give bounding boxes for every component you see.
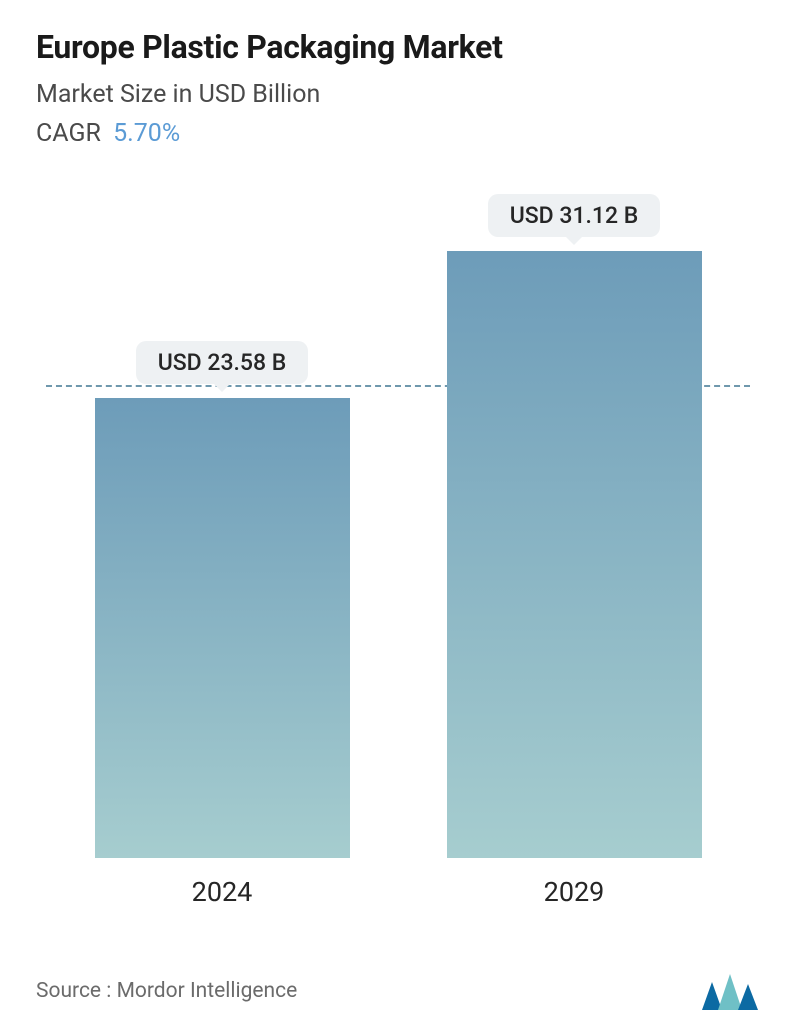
cagr-label: CAGR (36, 119, 101, 148)
cagr-value: 5.70% (113, 119, 180, 148)
chart-subtitle: Market Size in USD Billion (36, 80, 760, 109)
bar-0 (95, 398, 350, 858)
bar-chart: USD 23.58 B USD 31.12 B 2024 2029 (46, 188, 750, 908)
source-text: Source : Mordor Intelligence (36, 979, 297, 1003)
bar-col-0: USD 23.58 B (72, 341, 372, 858)
bar-1 (447, 251, 702, 858)
value-label-1: USD 31.12 B (488, 194, 661, 237)
mordor-logo-icon (700, 970, 760, 1012)
footer: Source : Mordor Intelligence (36, 970, 760, 1012)
bars-container: USD 23.58 B USD 31.12 B (46, 188, 750, 858)
cagr-line: CAGR 5.70% (36, 119, 760, 148)
x-axis-labels: 2024 2029 (46, 876, 750, 908)
bar-col-1: USD 31.12 B (424, 194, 724, 858)
value-label-0: USD 23.58 B (136, 341, 309, 384)
x-label-1: 2029 (424, 876, 724, 908)
chart-title: Europe Plastic Packaging Market (36, 28, 760, 66)
x-label-0: 2024 (72, 876, 372, 908)
